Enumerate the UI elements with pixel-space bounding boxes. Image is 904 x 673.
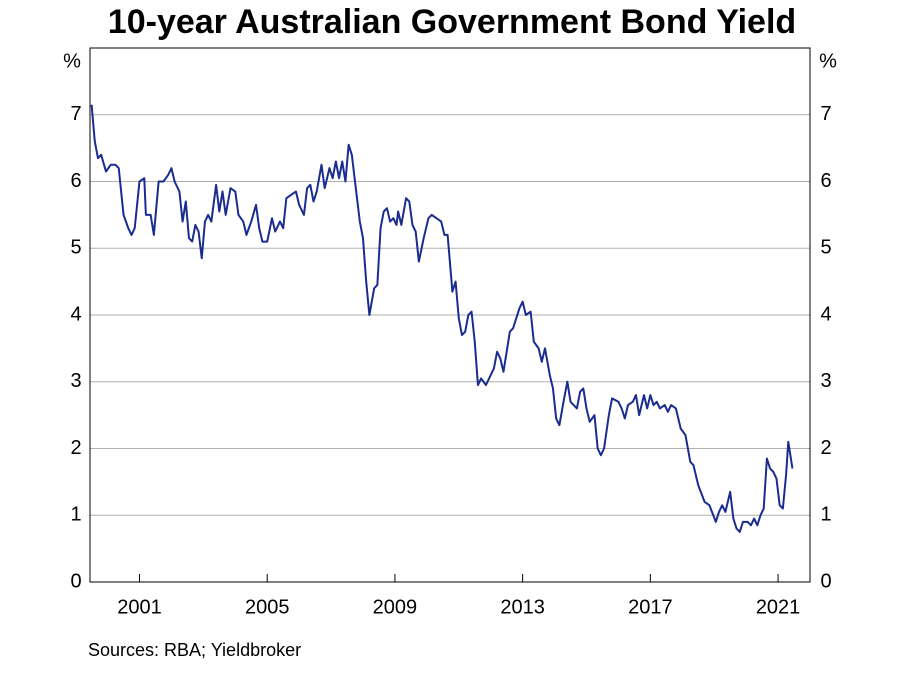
x-tick-label: 2021 [756, 596, 801, 618]
x-tick-label: 2001 [117, 596, 162, 618]
y2-axis-label: % [819, 50, 837, 72]
y-tick-label: 4 [70, 303, 81, 325]
y2-tick-label: 6 [820, 170, 831, 192]
y-tick-label: 7 [70, 103, 81, 125]
y-tick-label: 1 [70, 504, 81, 526]
y-tick-label: 6 [70, 170, 81, 192]
y-tick-label: 2 [70, 437, 81, 459]
plot-frame [89, 47, 811, 583]
y2-tick-label: 4 [820, 303, 831, 325]
y-tick-label: 0 [70, 570, 81, 592]
y-axis-label: % [63, 50, 81, 72]
y2-tick-label: 5 [820, 237, 831, 259]
y2-tick-label: 1 [820, 504, 831, 526]
x-tick-label: 2009 [373, 596, 418, 618]
y2-tick-label: 2 [820, 437, 831, 459]
data-line [90, 104, 794, 533]
x-tick-label: 2005 [245, 596, 290, 618]
source-note: Sources: RBA; Yieldbroker [88, 640, 301, 660]
chart-title: 10-year Australian Government Bond Yield [108, 3, 796, 41]
y-tick-label: 3 [70, 370, 81, 392]
y2-tick-label: 0 [820, 570, 831, 592]
y2-tick-label: 7 [820, 103, 831, 125]
x-tick-label: 2017 [628, 596, 673, 618]
y-tick-label: 5 [70, 237, 81, 259]
x-tick-label: 2013 [500, 596, 545, 618]
y2-tick-label: 3 [820, 370, 831, 392]
